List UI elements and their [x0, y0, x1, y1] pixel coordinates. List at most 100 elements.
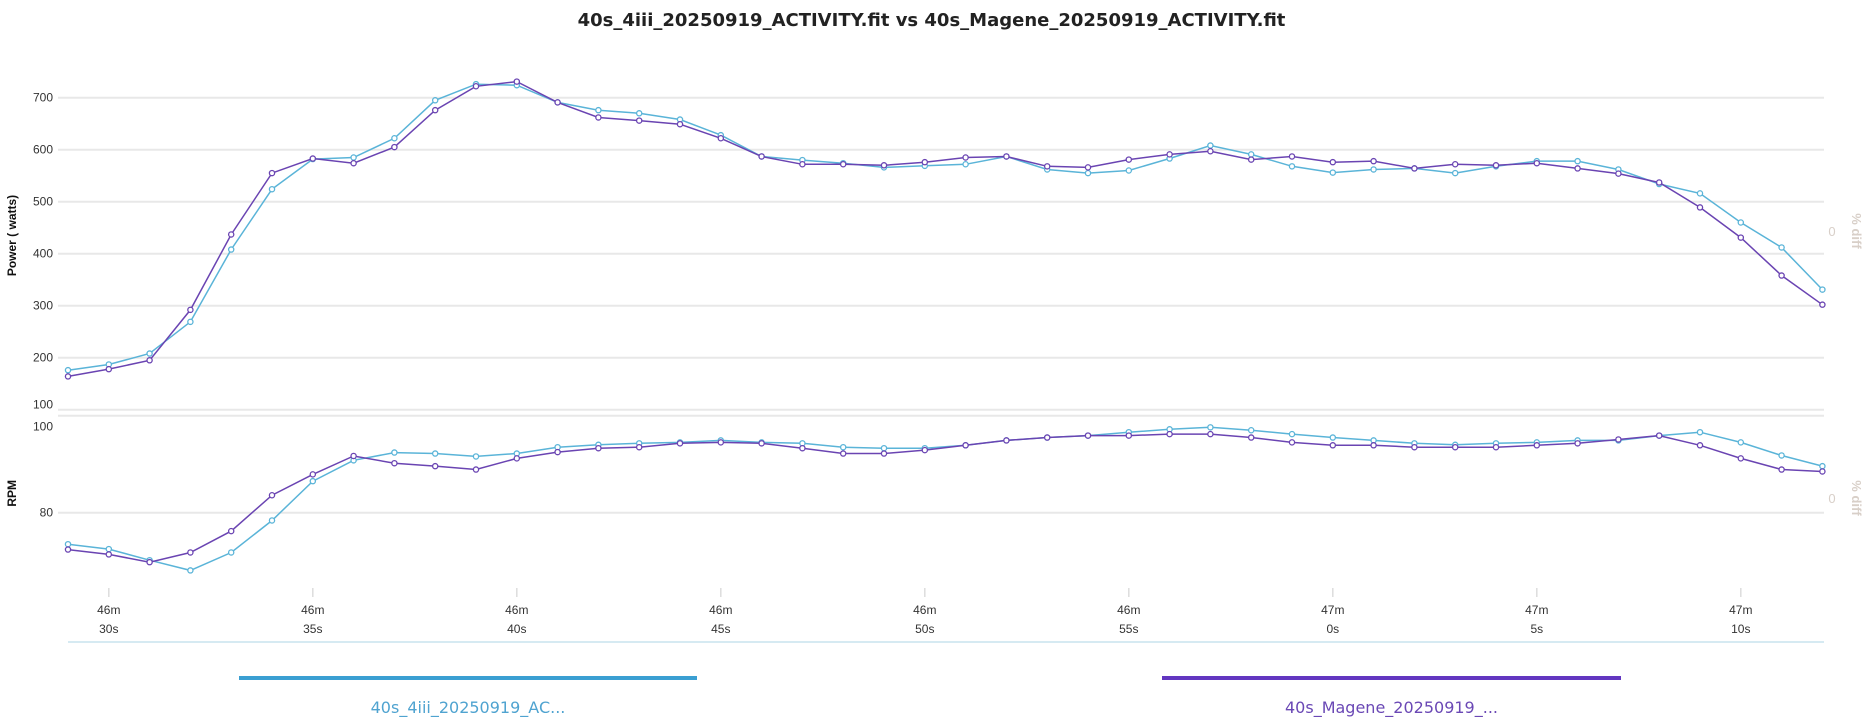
- data-point: [268, 185, 276, 193]
- data-point: [1207, 142, 1214, 149]
- data-point: [391, 135, 398, 142]
- x-tick-label-minutes: 47m: [1321, 603, 1344, 617]
- data-point: [1819, 462, 1826, 470]
- data-point: [635, 117, 643, 124]
- data-point: [1737, 455, 1745, 462]
- data-point: [880, 162, 888, 169]
- y2-tick-label: 0: [1828, 224, 1835, 239]
- data-point: [1451, 443, 1459, 451]
- data-point: [799, 444, 806, 452]
- data-point: [839, 161, 847, 168]
- data-point: [1247, 426, 1255, 434]
- data-point: [309, 471, 317, 478]
- x-tick-label-minutes: 46m: [97, 603, 120, 617]
- series-line-magene: [67, 80, 1823, 378]
- x-tick-label-seconds: 55s: [1119, 622, 1138, 636]
- data-point: [921, 446, 929, 454]
- data-point: [146, 350, 153, 357]
- data-point: [1288, 163, 1296, 170]
- y2-tick-label: 0: [1828, 491, 1835, 506]
- data-point: [962, 154, 969, 161]
- data-point: [1003, 153, 1010, 160]
- data-point: [1492, 443, 1500, 451]
- data-point: [1615, 436, 1622, 443]
- y-axis-label: RPM: [5, 480, 19, 507]
- data-point: [635, 110, 643, 117]
- data-point: [1329, 434, 1337, 441]
- data-point: [717, 135, 725, 142]
- y-tick-label: 100: [33, 420, 53, 434]
- x-tick-label-minutes: 46m: [505, 603, 528, 617]
- data-point: [1533, 159, 1541, 167]
- data-point: [676, 120, 684, 128]
- legend-item-4iii[interactable]: 40s_4iii_20250919_AC...: [239, 676, 697, 718]
- data-point: [1819, 286, 1826, 293]
- x-tick-label-seconds: 50s: [915, 622, 934, 636]
- data-point: [1043, 163, 1051, 170]
- data-point: [268, 169, 276, 177]
- data-point: [227, 527, 235, 535]
- data-point: [431, 97, 439, 104]
- data-point: [268, 491, 276, 499]
- x-tick-label-seconds: 30s: [99, 622, 118, 636]
- y-tick-label: 80: [40, 506, 54, 520]
- data-point: [1207, 430, 1214, 438]
- data-point: [431, 106, 439, 114]
- data-point: [309, 477, 317, 485]
- x-tick-label-seconds: 0s: [1326, 622, 1339, 636]
- x-tick-label-seconds: 40s: [507, 622, 526, 636]
- data-point: [227, 549, 235, 556]
- y-tick-label: 600: [33, 143, 53, 157]
- data-point: [1492, 162, 1500, 169]
- data-point: [1696, 204, 1704, 211]
- y-tick-label: 500: [33, 195, 53, 209]
- data-point: [1247, 156, 1255, 163]
- data-point: [1696, 428, 1704, 436]
- data-point: [1288, 153, 1296, 160]
- x-axis: 46m 30s 46m 35s 46m 40s 46m 45s 46m 50s 46m 55s 47m 0…: [68, 588, 1824, 643]
- data-point: [595, 444, 602, 452]
- data-point: [1737, 439, 1745, 446]
- data-point: [1574, 157, 1581, 165]
- data-point: [187, 306, 194, 314]
- data-point: [1696, 442, 1704, 449]
- y-tick-label: 700: [33, 91, 53, 105]
- data-point: [105, 545, 113, 553]
- data-point: [1084, 169, 1092, 177]
- data-point: [717, 439, 725, 446]
- data-point: [839, 443, 847, 451]
- data-point: [350, 154, 357, 161]
- series-line-magene: [67, 433, 1823, 563]
- data-point: [1288, 439, 1296, 446]
- data-point: [880, 450, 888, 457]
- data-point: [472, 466, 480, 473]
- x-tick-label-minutes: 47m: [1525, 603, 1548, 617]
- data-point: [1329, 158, 1337, 166]
- data-point: [1778, 244, 1785, 251]
- data-point: [1574, 165, 1581, 172]
- data-point: [921, 158, 929, 166]
- data-point: [1819, 301, 1826, 308]
- data-point: [758, 153, 765, 160]
- y-tick-label: 200: [33, 351, 53, 365]
- x-tick-label-minutes: 46m: [1117, 603, 1140, 617]
- x-tick-label-seconds: 10s: [1731, 622, 1750, 636]
- data-point: [64, 366, 72, 374]
- data-point: [1125, 432, 1133, 439]
- data-point: [350, 159, 357, 167]
- data-point: [472, 83, 480, 90]
- data-point: [1737, 234, 1745, 241]
- data-point: [1655, 432, 1663, 439]
- data-point: [513, 455, 521, 462]
- data-point: [350, 452, 357, 460]
- data-point: [758, 440, 765, 447]
- data-point: [839, 450, 847, 457]
- data-point: [676, 440, 684, 447]
- legend-item-magene[interactable]: 40s_Magene_20250919_...: [1162, 676, 1621, 718]
- data-point: [554, 99, 561, 106]
- data-point: [1574, 440, 1581, 447]
- data-point: [962, 161, 969, 168]
- data-point: [1451, 169, 1459, 177]
- data-point: [391, 449, 398, 456]
- data-point: [635, 443, 643, 451]
